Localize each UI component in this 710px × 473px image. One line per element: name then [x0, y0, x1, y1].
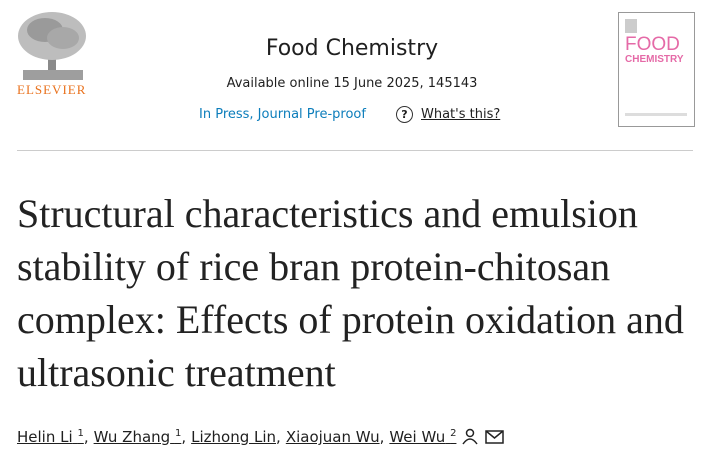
author[interactable]: Wu Zhang 1	[94, 428, 182, 446]
contact-icons[interactable]	[462, 428, 506, 446]
author[interactable]: Wei Wu 2	[389, 428, 456, 446]
author-name[interactable]: Xiaojuan Wu	[285, 428, 380, 446]
author-name[interactable]: Wei Wu	[389, 428, 446, 446]
separator: ,	[181, 428, 187, 446]
availability: Available online 15 June 2025, 145143	[226, 76, 478, 91]
affiliation-mark: 1	[174, 428, 182, 439]
help-icon[interactable]: ?	[396, 106, 413, 123]
author[interactable]: Helin Li 1	[17, 428, 84, 446]
journal-name[interactable]: Food Chemistry	[265, 36, 439, 61]
divider	[17, 150, 693, 151]
author-name[interactable]: Wu Zhang	[93, 428, 171, 446]
journal-cover[interactable]: FOOD CHEMISTRY	[618, 12, 695, 127]
separator: ,	[276, 428, 281, 446]
author-name[interactable]: Lizhong Lin	[191, 428, 277, 446]
publisher-logo	[18, 12, 86, 80]
cover-subtitle: CHEMISTRY	[625, 54, 684, 65]
author[interactable]: Xiaojuan Wu	[286, 428, 380, 446]
separator: ,	[379, 428, 385, 446]
status: In Press, Journal Pre-proof	[199, 107, 366, 122]
author[interactable]: Lizhong Lin	[191, 428, 276, 446]
author-name[interactable]: Helin Li	[17, 428, 73, 446]
cover-title: FOOD	[625, 34, 680, 55]
affiliation-mark: 1	[77, 428, 84, 439]
article-title: Structural characteristics and emulsion …	[17, 191, 684, 395]
help-link[interactable]: What's this?	[421, 107, 501, 122]
publisher-name: ELSEVIER	[17, 82, 87, 97]
author-list: Helin Li 1, Wu Zhang 1, Lizhong Lin, Xiaoju…	[17, 428, 506, 446]
affiliation-mark: 2	[450, 428, 457, 439]
separator: ,	[83, 428, 89, 446]
